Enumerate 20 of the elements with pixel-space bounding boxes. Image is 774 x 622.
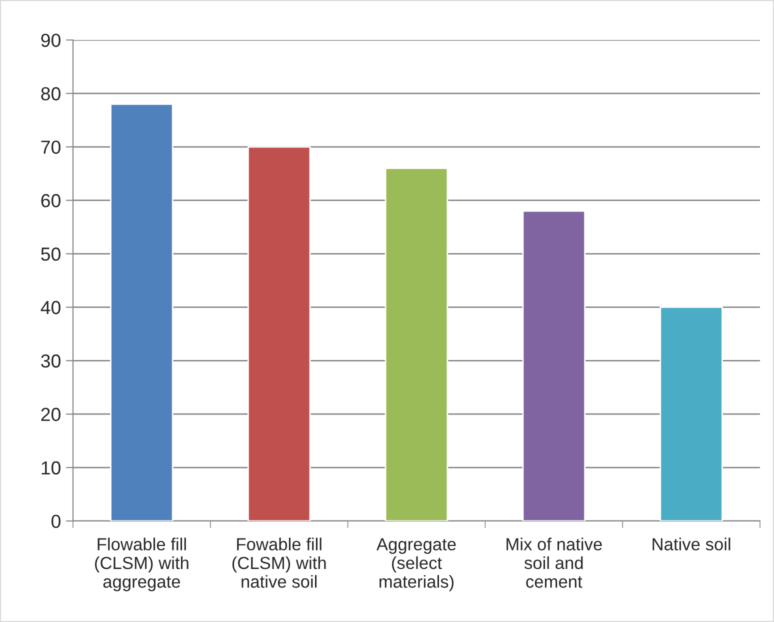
y-tick-label: 0 <box>52 514 60 528</box>
y-tick-label: 30 <box>41 354 60 368</box>
y-tick-label: 10 <box>42 461 60 475</box>
x-tick-label: Flowable fill (CLSM) with aggregate <box>95 538 188 592</box>
x-tick-label: Mix of native soil and cement <box>506 538 602 588</box>
x-tick-label: Native soil <box>652 538 730 550</box>
bar <box>384 168 448 521</box>
bar <box>522 210 586 521</box>
y-tick-label: 70 <box>41 140 60 154</box>
y-tick-label: 40 <box>40 300 60 314</box>
y-tick-label: 80 <box>41 87 60 100</box>
y-tick-label: 50 <box>41 247 60 261</box>
x-tick-label: Aggregate (select materials) <box>376 538 456 592</box>
y-tick-label: 20 <box>41 408 60 422</box>
y-tick-label: 60 <box>41 194 60 208</box>
bar <box>247 146 311 521</box>
x-tick-label: Fowable fill (CLSM) with native soil <box>232 538 326 588</box>
bar <box>660 306 723 521</box>
y-tick-label: 90 <box>41 34 60 47</box>
bar <box>110 103 174 521</box>
